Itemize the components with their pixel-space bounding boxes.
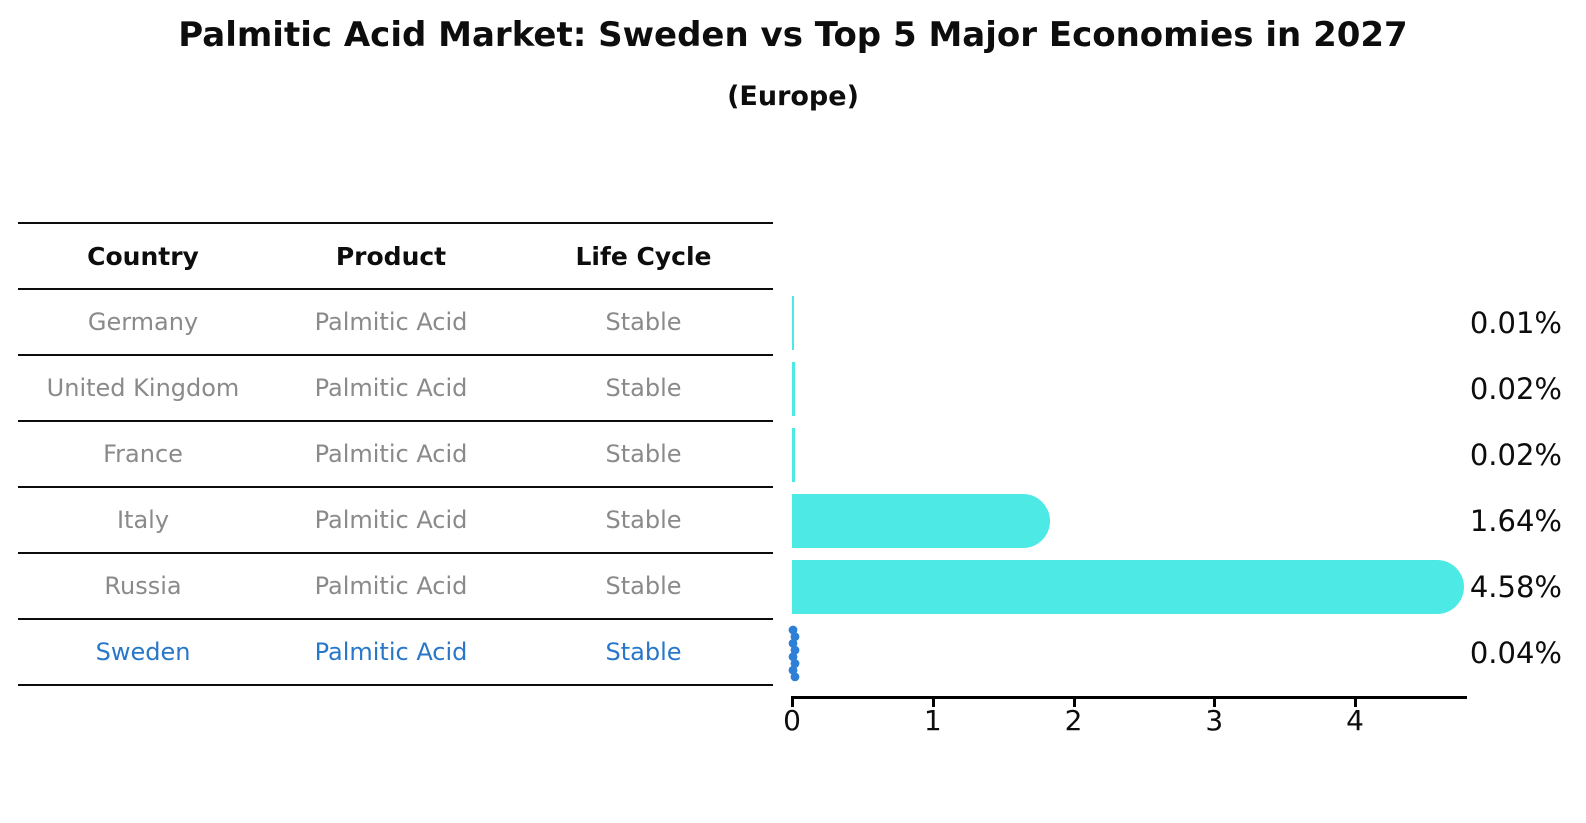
table-row-sweden: Sweden Palmitic Acid Stable xyxy=(18,620,773,686)
x-axis-tick-label: 1 xyxy=(923,704,942,737)
x-axis-tick-label: 3 xyxy=(1205,704,1224,737)
column-header: Product xyxy=(335,241,447,271)
x-axis-tick-label: 2 xyxy=(1064,704,1083,737)
bar-russia xyxy=(792,560,1464,614)
value-label-sweden: 0.04% xyxy=(1469,636,1562,670)
table-row-france: France Palmitic Acid Stable xyxy=(18,422,773,488)
chart-subtitle: (Europe) xyxy=(727,81,859,112)
life-cycle-cell: Stable xyxy=(605,440,682,468)
country-cell: Germany xyxy=(87,308,199,336)
column-header: Country xyxy=(87,241,199,271)
life-cycle-cell: Stable xyxy=(605,638,682,666)
life-cycle-cell: Stable xyxy=(605,374,682,402)
value-label-united-kingdom: 0.02% xyxy=(1469,372,1562,406)
x-axis-tick xyxy=(1072,696,1076,707)
country-table: Country Product Life Cycle Germany Palmitic … xyxy=(18,222,773,686)
life-cycle-cell: Stable xyxy=(605,308,682,336)
bar-united-kingdom xyxy=(792,362,795,416)
country-cell: United Kingdom xyxy=(46,374,240,402)
chart-title: Palmitic Acid Market: Sweden vs Top 5 Ma… xyxy=(178,15,1408,55)
country-cell: France xyxy=(103,440,183,468)
table-row-germany: Germany Palmitic Acid Stable xyxy=(18,290,773,356)
country-cell: Sweden xyxy=(95,638,191,666)
table-header-row: Country Product Life Cycle xyxy=(18,224,773,290)
country-cell: Russia xyxy=(104,572,182,600)
product-cell: Palmitic Acid xyxy=(314,572,468,600)
bar-italy xyxy=(792,494,1050,548)
bar-france xyxy=(792,428,795,482)
life-cycle-cell: Stable xyxy=(605,506,682,534)
x-axis-tick-label: 4 xyxy=(1346,704,1364,737)
x-axis-line xyxy=(792,696,1467,699)
x-axis-tick xyxy=(931,696,935,707)
product-cell: Palmitic Acid xyxy=(314,308,468,336)
bar-germany xyxy=(792,296,794,350)
table-row-russia: Russia Palmitic Acid Stable xyxy=(18,554,773,620)
life-cycle-cell: Stable xyxy=(605,572,682,600)
table-row-italy: Italy Palmitic Acid Stable xyxy=(18,488,773,554)
product-cell: Palmitic Acid xyxy=(314,506,468,534)
value-label-russia: 4.58% xyxy=(1469,570,1562,604)
value-label-france: 0.02% xyxy=(1469,438,1562,472)
x-axis-tick-label: 0 xyxy=(783,704,801,737)
column-header: Life Cycle xyxy=(575,241,712,271)
x-axis-tick xyxy=(791,696,794,707)
product-cell: Palmitic Acid xyxy=(314,374,468,402)
x-axis-tick xyxy=(1354,696,1357,707)
product-cell: Palmitic Acid xyxy=(314,440,468,468)
country-cell: Italy xyxy=(116,506,170,534)
value-label-italy: 1.64% xyxy=(1469,504,1562,538)
value-label-germany: 0.01% xyxy=(1469,306,1562,340)
table-row-united-kingdom: United Kingdom Palmitic Acid Stable xyxy=(18,356,773,422)
product-cell: Palmitic Acid xyxy=(314,638,468,666)
sweden-dotted-marker xyxy=(788,625,800,682)
x-axis-tick xyxy=(1213,696,1217,707)
